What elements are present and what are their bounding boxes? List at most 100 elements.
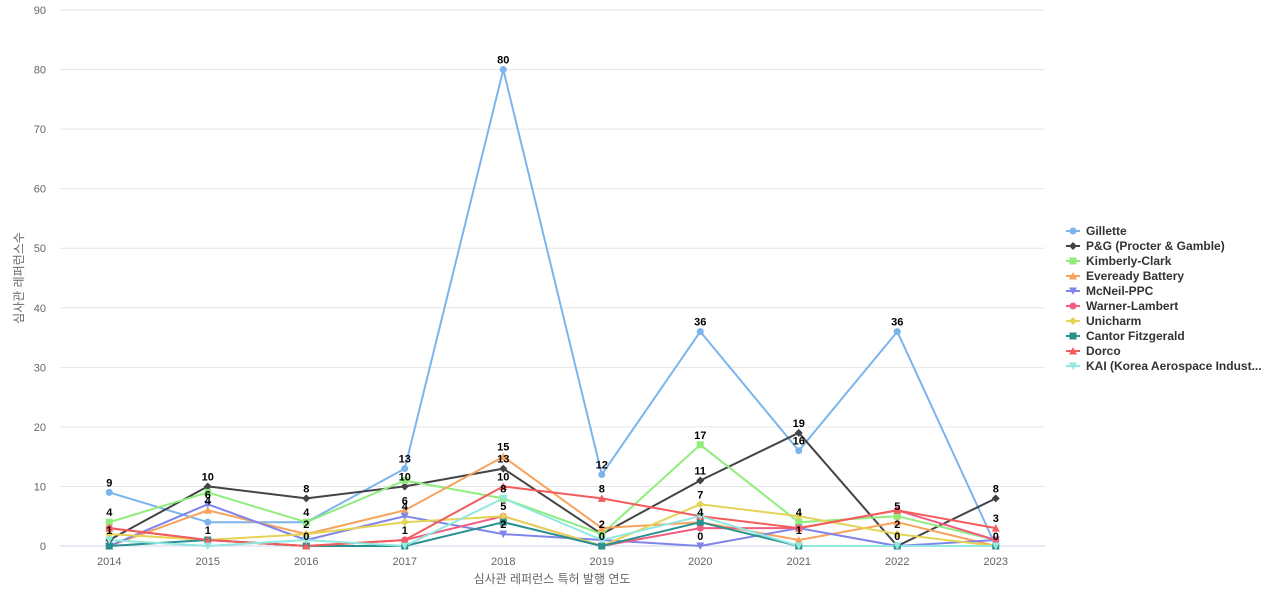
data-point-marker[interactable] bbox=[400, 536, 409, 544]
legend-marker[interactable] bbox=[1069, 242, 1077, 250]
data-point-marker[interactable] bbox=[893, 542, 902, 551]
legend-marker[interactable] bbox=[1069, 272, 1077, 280]
data-point-marker[interactable] bbox=[893, 518, 902, 526]
data-point-marker[interactable] bbox=[204, 488, 212, 496]
legend-item[interactable]: P&G (Procter & Gamble) bbox=[1066, 239, 1225, 253]
data-label: 17 bbox=[694, 430, 706, 442]
data-point-marker[interactable] bbox=[203, 500, 212, 509]
data-point-marker[interactable] bbox=[795, 518, 803, 526]
legend-item[interactable]: Warner-Lambert bbox=[1066, 299, 1178, 313]
data-point-marker[interactable] bbox=[105, 524, 114, 532]
data-point-marker[interactable] bbox=[105, 488, 113, 496]
data-point-marker[interactable] bbox=[992, 536, 1000, 544]
data-point-marker[interactable] bbox=[400, 512, 409, 521]
data-point-marker[interactable] bbox=[302, 542, 311, 550]
legend-marker[interactable] bbox=[1069, 227, 1077, 235]
legend-item[interactable]: McNeil-PPC bbox=[1066, 284, 1154, 298]
data-point-marker[interactable] bbox=[499, 66, 507, 74]
data-point-marker[interactable] bbox=[696, 542, 705, 551]
data-point-marker[interactable] bbox=[794, 512, 803, 521]
data-point-marker[interactable] bbox=[696, 500, 705, 509]
data-label: 1 bbox=[205, 525, 211, 537]
data-point-marker[interactable] bbox=[401, 476, 409, 484]
legend-item[interactable]: Gillette bbox=[1066, 224, 1127, 238]
data-point-marker[interactable] bbox=[203, 506, 212, 514]
data-point-marker[interactable] bbox=[991, 524, 1000, 532]
data-point-marker[interactable] bbox=[105, 542, 113, 550]
data-point-marker[interactable] bbox=[203, 542, 212, 551]
legend-item[interactable]: Dorco bbox=[1066, 344, 1121, 358]
data-point-marker[interactable] bbox=[597, 494, 606, 502]
data-point-marker[interactable] bbox=[794, 542, 803, 551]
data-point-marker[interactable] bbox=[893, 506, 902, 514]
x-tick-label: 2022 bbox=[885, 556, 909, 568]
data-label: 1 bbox=[106, 525, 112, 537]
data-point-marker[interactable] bbox=[893, 512, 901, 520]
data-point-marker[interactable] bbox=[203, 482, 212, 491]
data-point-marker[interactable] bbox=[499, 494, 508, 503]
data-point-marker[interactable] bbox=[893, 328, 901, 336]
legend-marker[interactable] bbox=[1069, 287, 1077, 296]
data-point-marker[interactable] bbox=[696, 512, 705, 521]
legend-marker[interactable] bbox=[1069, 257, 1077, 265]
data-point-marker[interactable] bbox=[105, 518, 113, 526]
data-point-marker[interactable] bbox=[795, 447, 803, 455]
legend-marker[interactable] bbox=[1069, 317, 1077, 325]
series-lines bbox=[108, 68, 997, 547]
data-label: 7 bbox=[697, 489, 703, 501]
data-point-marker[interactable] bbox=[499, 452, 508, 461]
data-point-marker[interactable] bbox=[893, 530, 902, 539]
data-point-marker[interactable] bbox=[105, 530, 114, 539]
data-point-marker[interactable] bbox=[401, 465, 409, 473]
data-point-marker[interactable] bbox=[696, 328, 704, 336]
series-markers bbox=[105, 66, 1000, 550]
data-point-marker[interactable] bbox=[597, 524, 606, 532]
data-point-marker[interactable] bbox=[499, 482, 508, 490]
data-point-marker[interactable] bbox=[400, 518, 409, 527]
data-point-marker[interactable] bbox=[794, 428, 803, 437]
legend-item[interactable]: Cantor Fitzgerald bbox=[1066, 329, 1185, 343]
data-label: 15 bbox=[497, 442, 509, 454]
data-point-marker[interactable] bbox=[203, 536, 212, 544]
data-point-marker[interactable] bbox=[400, 506, 409, 514]
data-point-marker[interactable] bbox=[499, 512, 508, 521]
data-point-marker[interactable] bbox=[696, 476, 705, 485]
data-point-marker[interactable] bbox=[794, 536, 803, 544]
y-tick-label: 40 bbox=[34, 303, 46, 315]
legend-marker[interactable] bbox=[1069, 332, 1077, 340]
legend-marker[interactable] bbox=[1069, 347, 1077, 355]
data-point-marker[interactable] bbox=[696, 441, 704, 449]
data-point-marker[interactable] bbox=[400, 542, 409, 551]
data-point-marker[interactable] bbox=[991, 494, 1000, 503]
data-point-marker[interactable] bbox=[991, 542, 1000, 551]
legend-item[interactable]: KAI (Korea Aerospace Indust... bbox=[1066, 359, 1262, 373]
data-point-marker[interactable] bbox=[499, 530, 508, 539]
data-point-marker[interactable] bbox=[696, 524, 704, 532]
legend-item[interactable]: Unicharm bbox=[1066, 314, 1141, 328]
data-point-marker[interactable] bbox=[302, 536, 311, 545]
data-point-marker[interactable] bbox=[302, 494, 311, 503]
data-point-marker[interactable] bbox=[696, 518, 704, 526]
legend-marker[interactable] bbox=[1069, 302, 1077, 310]
legend-label: KAI (Korea Aerospace Indust... bbox=[1086, 359, 1262, 373]
legend-item[interactable]: Kimberly-Clark bbox=[1066, 254, 1172, 268]
data-point-marker[interactable] bbox=[105, 536, 114, 545]
data-point-marker[interactable] bbox=[598, 542, 606, 550]
series-line bbox=[108, 431, 997, 547]
data-point-marker[interactable] bbox=[204, 518, 212, 526]
data-point-marker[interactable] bbox=[499, 464, 508, 473]
data-label: 8 bbox=[303, 483, 309, 495]
data-point-marker[interactable] bbox=[598, 530, 606, 538]
data-point-marker[interactable] bbox=[794, 524, 803, 532]
legend-marker[interactable] bbox=[1069, 362, 1077, 371]
legend-item[interactable]: Eveready Battery bbox=[1066, 269, 1184, 283]
data-point-marker[interactable] bbox=[302, 530, 311, 539]
data-point-marker[interactable] bbox=[400, 482, 409, 491]
data-point-marker[interactable] bbox=[598, 471, 606, 479]
data-label: 4 bbox=[205, 495, 212, 507]
data-point-marker[interactable] bbox=[302, 518, 310, 526]
data-point-marker[interactable] bbox=[499, 518, 507, 526]
data-labels: 9411064184201310641801513108521282036171… bbox=[106, 55, 999, 543]
data-point-marker[interactable] bbox=[597, 536, 606, 545]
data-label: 10 bbox=[202, 471, 214, 483]
